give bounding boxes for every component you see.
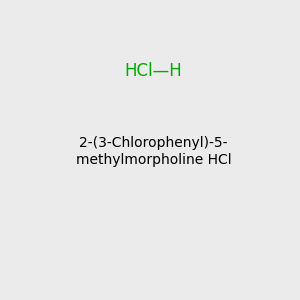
Text: 2-(3-Chlorophenyl)-5-
methylmorpholine HCl: 2-(3-Chlorophenyl)-5- methylmorpholine H… bbox=[76, 136, 232, 166]
Text: HCl—H: HCl—H bbox=[125, 62, 183, 80]
